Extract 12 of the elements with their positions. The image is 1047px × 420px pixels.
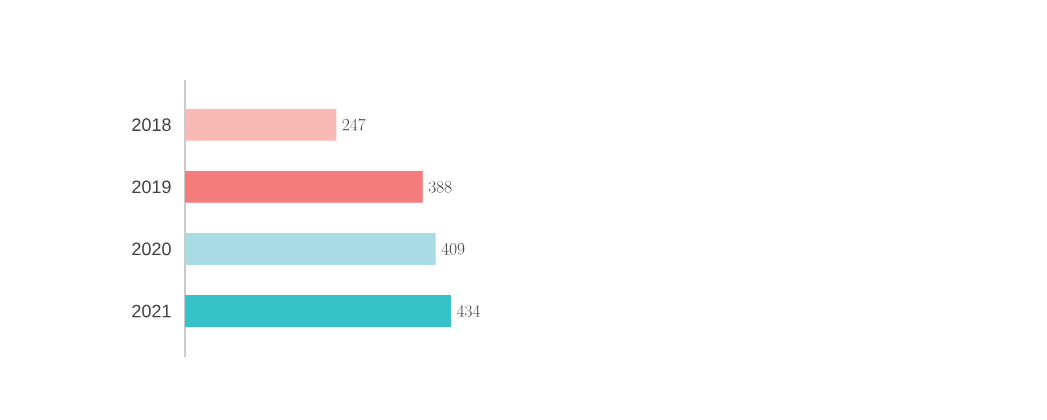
data-label: 247 (342, 118, 366, 131)
bar (185, 108, 337, 141)
bar (185, 232, 436, 265)
data-label: 409 (441, 242, 465, 255)
y-tick-label: 2020 (132, 242, 171, 256)
bar (185, 170, 423, 203)
data-label: 434 (456, 305, 480, 317)
bar (185, 295, 451, 328)
y-tick-label: 2019 (132, 180, 171, 194)
data-label: 388 (428, 180, 452, 193)
y-tick-label: 2021 (132, 304, 171, 318)
y-tick-label: 2018 (132, 118, 171, 132)
